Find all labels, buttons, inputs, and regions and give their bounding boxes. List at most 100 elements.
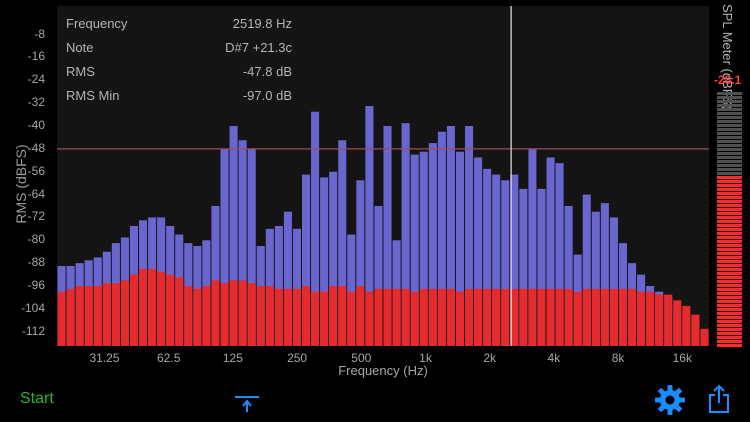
y-tick-label: -32 [27,95,45,110]
pin-icon [235,396,259,412]
bar-rms [519,288,528,346]
bar-rms [229,280,238,346]
bar-rms [555,288,564,346]
spl-meter-value: -28.1 [714,73,742,87]
bar-rms [320,291,329,346]
x-tick-label: 250 [287,351,308,365]
bar-rms [637,291,646,346]
meter-segment [717,208,742,211]
meter-segment [717,180,742,183]
bar-peak [383,126,392,346]
y-tick-label: -96 [27,278,45,292]
meter-segment [717,304,742,307]
bar-rms [365,291,374,346]
bar-peak [292,228,301,346]
bar-rms [700,328,709,346]
y-tick-label: -80 [27,232,45,247]
bar-peak [591,211,600,346]
meter-segment [717,172,742,175]
meter-segment [717,168,742,171]
meter-segment [717,96,742,99]
bar-rms [220,283,229,346]
x-tick-label: 16k [672,351,692,365]
y-tick-label: -24 [27,72,45,87]
bar-rms [673,300,682,346]
bar-rms [374,288,383,346]
meter-segment [717,332,742,335]
bar-rms [446,288,455,346]
bar-peak [274,226,283,346]
bar-rms [66,288,75,346]
meter-segment [717,144,742,147]
meter-segment [717,308,742,311]
meter-segment [717,184,742,187]
meter-segment [717,316,742,319]
share-button[interactable] [707,384,731,414]
bar-rms [302,286,311,346]
meter-segment [717,224,742,227]
bar-rms [474,288,483,346]
meter-segment [717,340,742,343]
bar-peak [229,126,238,346]
bar-peak [428,143,437,346]
bar-peak [320,177,329,346]
bar-peak [519,188,528,346]
x-tick-label: 8k [611,351,625,365]
x-tick-label: 2k [483,351,497,365]
meter-segment [717,164,742,167]
bar-rms [546,288,555,346]
settings-button[interactable] [654,384,686,416]
meter-segment [717,252,742,255]
readout-label: Note [66,40,94,55]
y-tick-label: -56 [27,163,45,178]
bar-rms [329,286,338,346]
bar-rms [311,291,320,346]
bar-rms [691,314,700,346]
readout-row: Note D#7 +21.3c [66,40,292,55]
bar-rms [175,277,184,346]
meter-segment [717,100,742,103]
meter-segment [717,160,742,163]
y-tick-label: -112 [21,323,45,338]
meter-segment [717,228,742,231]
meter-segment [717,276,742,279]
meter-segment [717,256,742,259]
bar-rms [347,291,356,346]
share-icon [709,384,729,413]
bar-rms [292,288,301,346]
bar-rms [157,271,166,346]
bar-rms [600,288,609,346]
pin-button[interactable] [233,394,261,414]
spectrum-plot[interactable] [57,6,709,346]
y-tick-label: -40 [27,118,45,132]
meter-segment [717,132,742,135]
bar-rms [410,291,419,346]
bar-peak [483,168,492,346]
meter-segment [717,232,742,235]
bar-peak [528,148,537,346]
meter-segment [717,152,742,155]
bar-rms [655,294,664,346]
y-tick-label: -48 [27,140,45,155]
x-tick-label: 31.25 [89,351,120,365]
bar-rms [564,288,573,346]
bar-peak [492,174,501,346]
x-tick-label: 1k [419,351,432,365]
bar-peak [338,140,347,346]
meter-segment [717,344,742,347]
bar-peak [238,140,247,346]
bar-rms [455,291,464,346]
bar-rms [274,288,283,346]
bar-rms [609,288,618,346]
bar-rms [537,288,546,346]
meter-segment [717,280,742,283]
readout-value: -47.8 dB [242,64,292,79]
bar-rms [618,288,627,346]
meter-segment [717,264,742,267]
bar-rms [510,288,519,346]
meter-segment [717,192,742,195]
bar-peak [582,194,591,346]
bar-rms [573,291,582,346]
start-button[interactable]: Start [20,390,54,407]
bar-rms [682,306,691,346]
